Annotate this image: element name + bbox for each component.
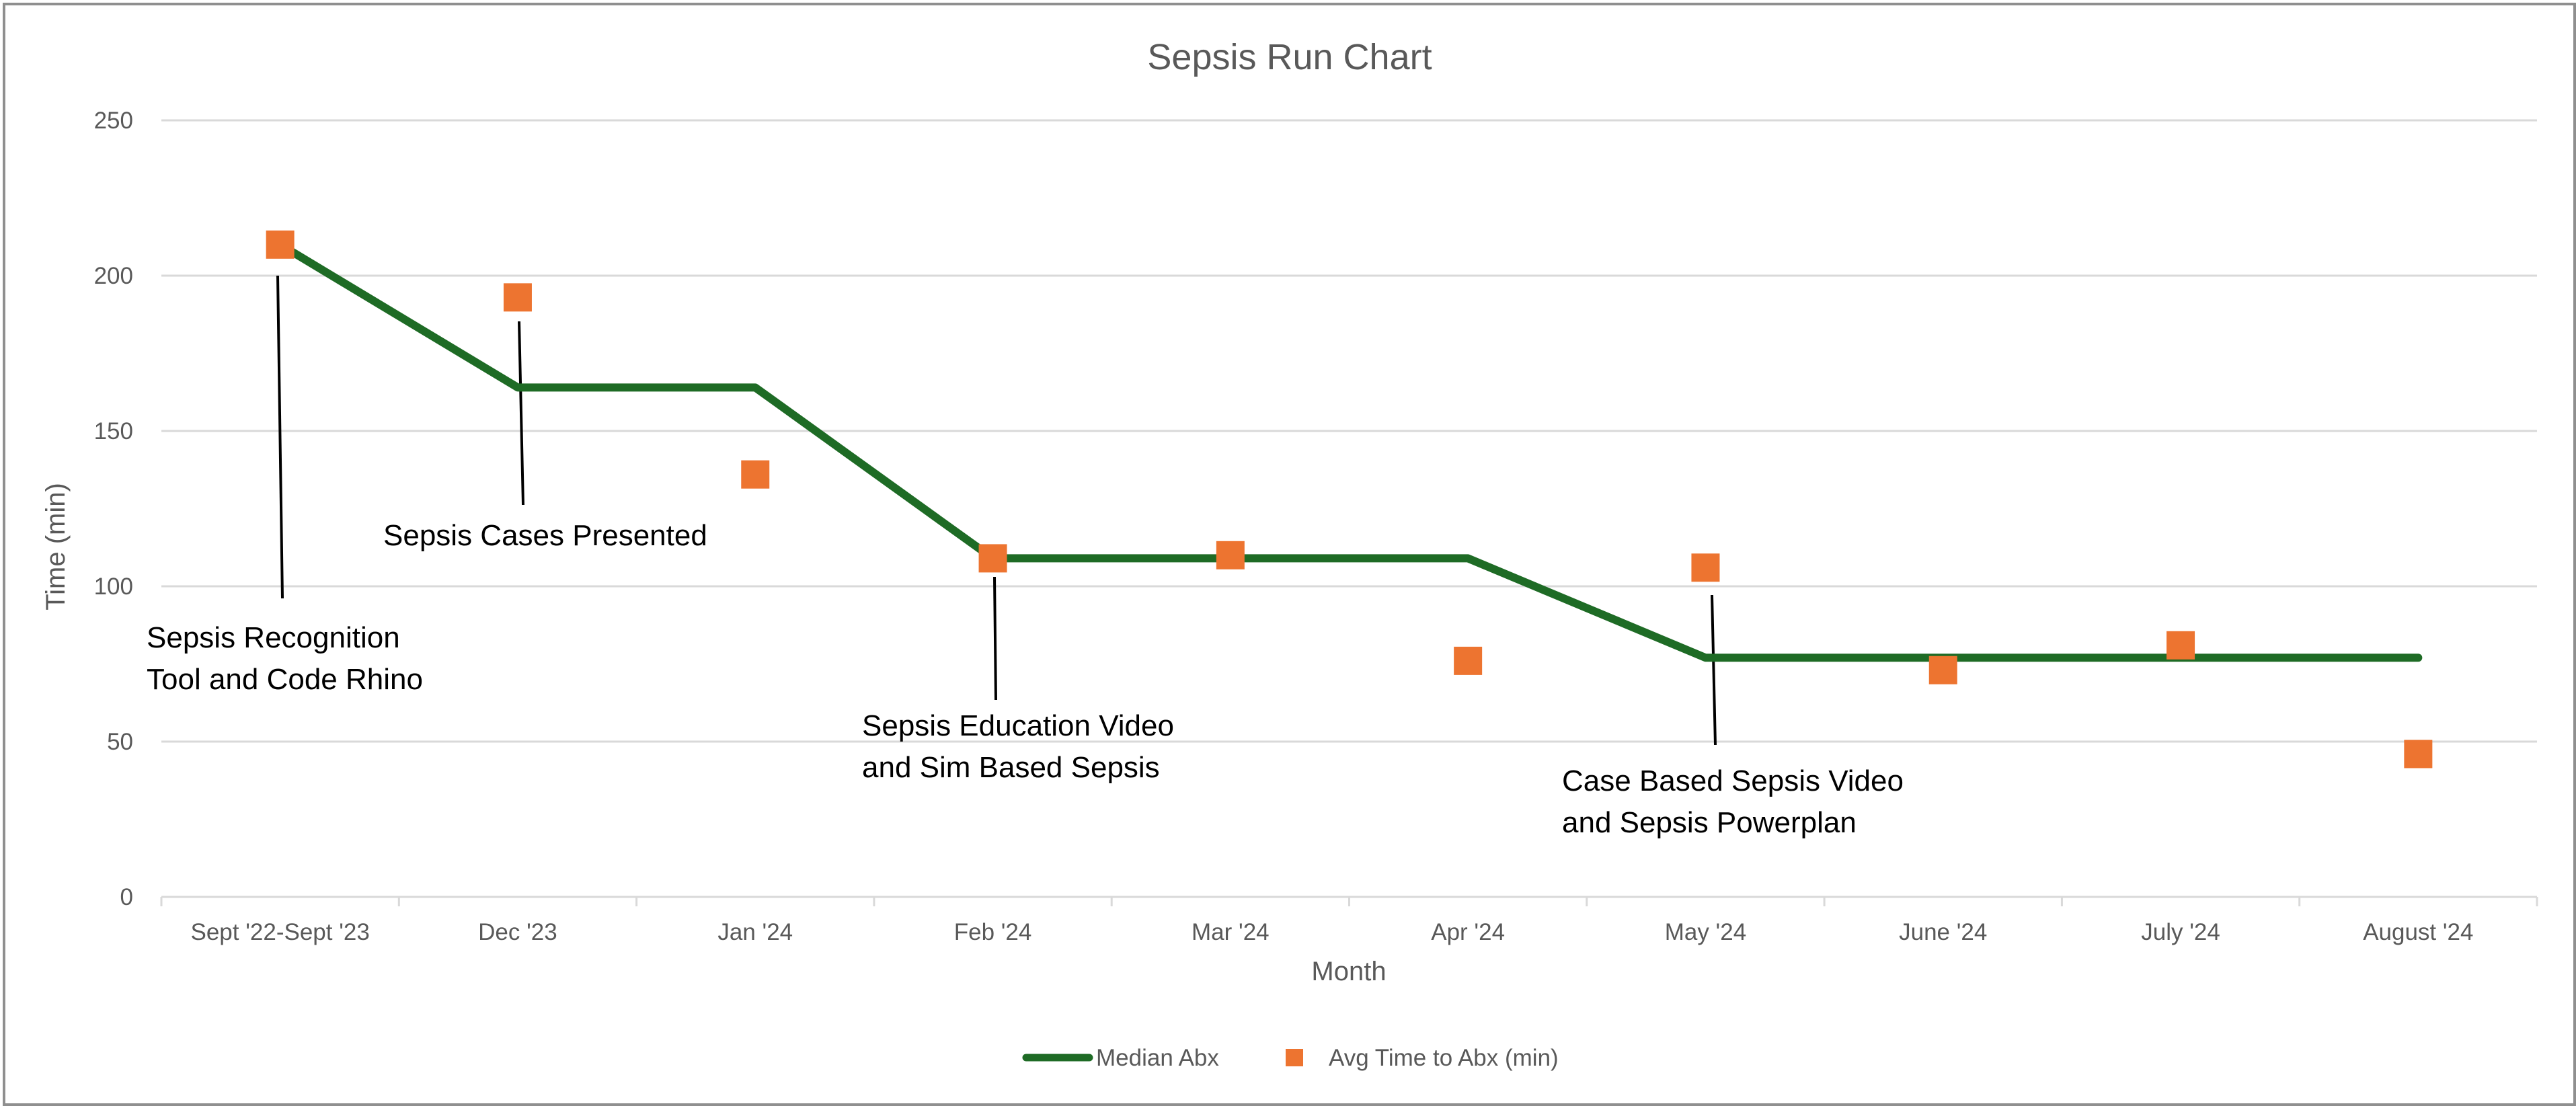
avg-time-to-abx-marker xyxy=(1691,553,1720,582)
annotation-label: Case Based Sepsis Video xyxy=(1562,764,1904,797)
legend-label-median-abx: Median Abx xyxy=(1096,1045,1219,1071)
median-abx-series xyxy=(276,240,2423,662)
chart-frame: Sepsis Run Chart 0 50 100 150 200 250 Sept '2… xyxy=(3,3,2576,1106)
annotation-label: Sepsis Recognition xyxy=(147,621,400,654)
y-tick-label: 250 xyxy=(94,108,133,134)
x-tick-label: July '24 xyxy=(2141,919,2220,945)
avg-time-to-abx-series xyxy=(266,230,2433,768)
sepsis-run-chart: Sepsis Run Chart 0 50 100 150 200 250 Sept '2… xyxy=(41,37,2538,1071)
x-axis-title: Month xyxy=(1311,957,1386,986)
x-tick-label: Sept '22-Sept '23 xyxy=(190,919,369,945)
x-axis-tick-labels: Sept '22-Sept '23 Dec '23 Jan '24 Feb '24 Ma… xyxy=(190,919,2473,945)
y-tick-label: 100 xyxy=(94,574,133,600)
annotation-leader-line xyxy=(993,576,997,701)
x-tick-label: Dec '23 xyxy=(478,919,557,945)
avg-time-to-abx-marker xyxy=(2167,631,2195,660)
x-tick-label: June '24 xyxy=(1899,919,1987,945)
chart-title: Sepsis Run Chart xyxy=(1147,37,1432,77)
avg-time-to-abx-marker xyxy=(978,544,1007,573)
x-tick-label: Jan '24 xyxy=(717,919,793,945)
legend-item-median-abx: Median Abx xyxy=(1022,1045,1219,1071)
x-tick-label: May '24 xyxy=(1665,919,1746,945)
legend-label-avg-time-to-abx: Avg Time to Abx (min) xyxy=(1329,1045,1559,1071)
y-axis-tick-labels: 0 50 100 150 200 250 xyxy=(94,108,133,910)
y-tick-label: 150 xyxy=(94,418,133,444)
annotation-label: and Sepsis Powerplan xyxy=(1562,806,1857,839)
annotation-leader-lines xyxy=(276,275,1717,746)
legend-square-swatch xyxy=(1286,1049,1303,1066)
x-tick-label: Mar '24 xyxy=(1192,919,1270,945)
legend-item-avg-time-to-abx: Avg Time to Abx (min) xyxy=(1286,1045,1559,1071)
annotation-label: Tool and Code Rhino xyxy=(147,663,423,696)
annotation-leader-line xyxy=(276,275,284,599)
avg-time-to-abx-marker xyxy=(1928,656,1957,684)
avg-time-to-abx-marker xyxy=(1216,541,1245,569)
avg-time-to-abx-marker xyxy=(266,230,295,259)
y-tick-label: 0 xyxy=(120,884,133,910)
x-tick-label: Feb '24 xyxy=(954,919,1032,945)
x-axis xyxy=(160,896,2538,906)
legend: Median Abx Avg Time to Abx (min) xyxy=(1022,1045,1559,1071)
gridlines xyxy=(161,119,2537,743)
avg-time-to-abx-marker xyxy=(1454,646,1483,675)
annotation-labels: Sepsis Recognition Tool and Code Rhino Sep… xyxy=(147,519,1904,839)
annotation-label: Sepsis Cases Presented xyxy=(383,519,707,552)
y-axis-title: Time (min) xyxy=(41,483,71,610)
annotation-label: and Sim Based Sepsis xyxy=(862,751,1160,784)
x-tick-label: August '24 xyxy=(2363,919,2473,945)
x-tick-label: Apr '24 xyxy=(1431,919,1505,945)
annotation-label: Sepsis Education Video xyxy=(862,709,1174,742)
annotation-leader-line xyxy=(518,321,524,506)
annotation-leader-line xyxy=(1711,594,1717,746)
avg-time-to-abx-marker xyxy=(503,283,532,312)
avg-time-to-abx-marker xyxy=(741,460,770,489)
median-abx-line xyxy=(276,240,2423,662)
y-tick-label: 200 xyxy=(94,263,133,289)
avg-time-to-abx-marker xyxy=(2404,740,2433,768)
y-tick-label: 50 xyxy=(107,729,133,755)
